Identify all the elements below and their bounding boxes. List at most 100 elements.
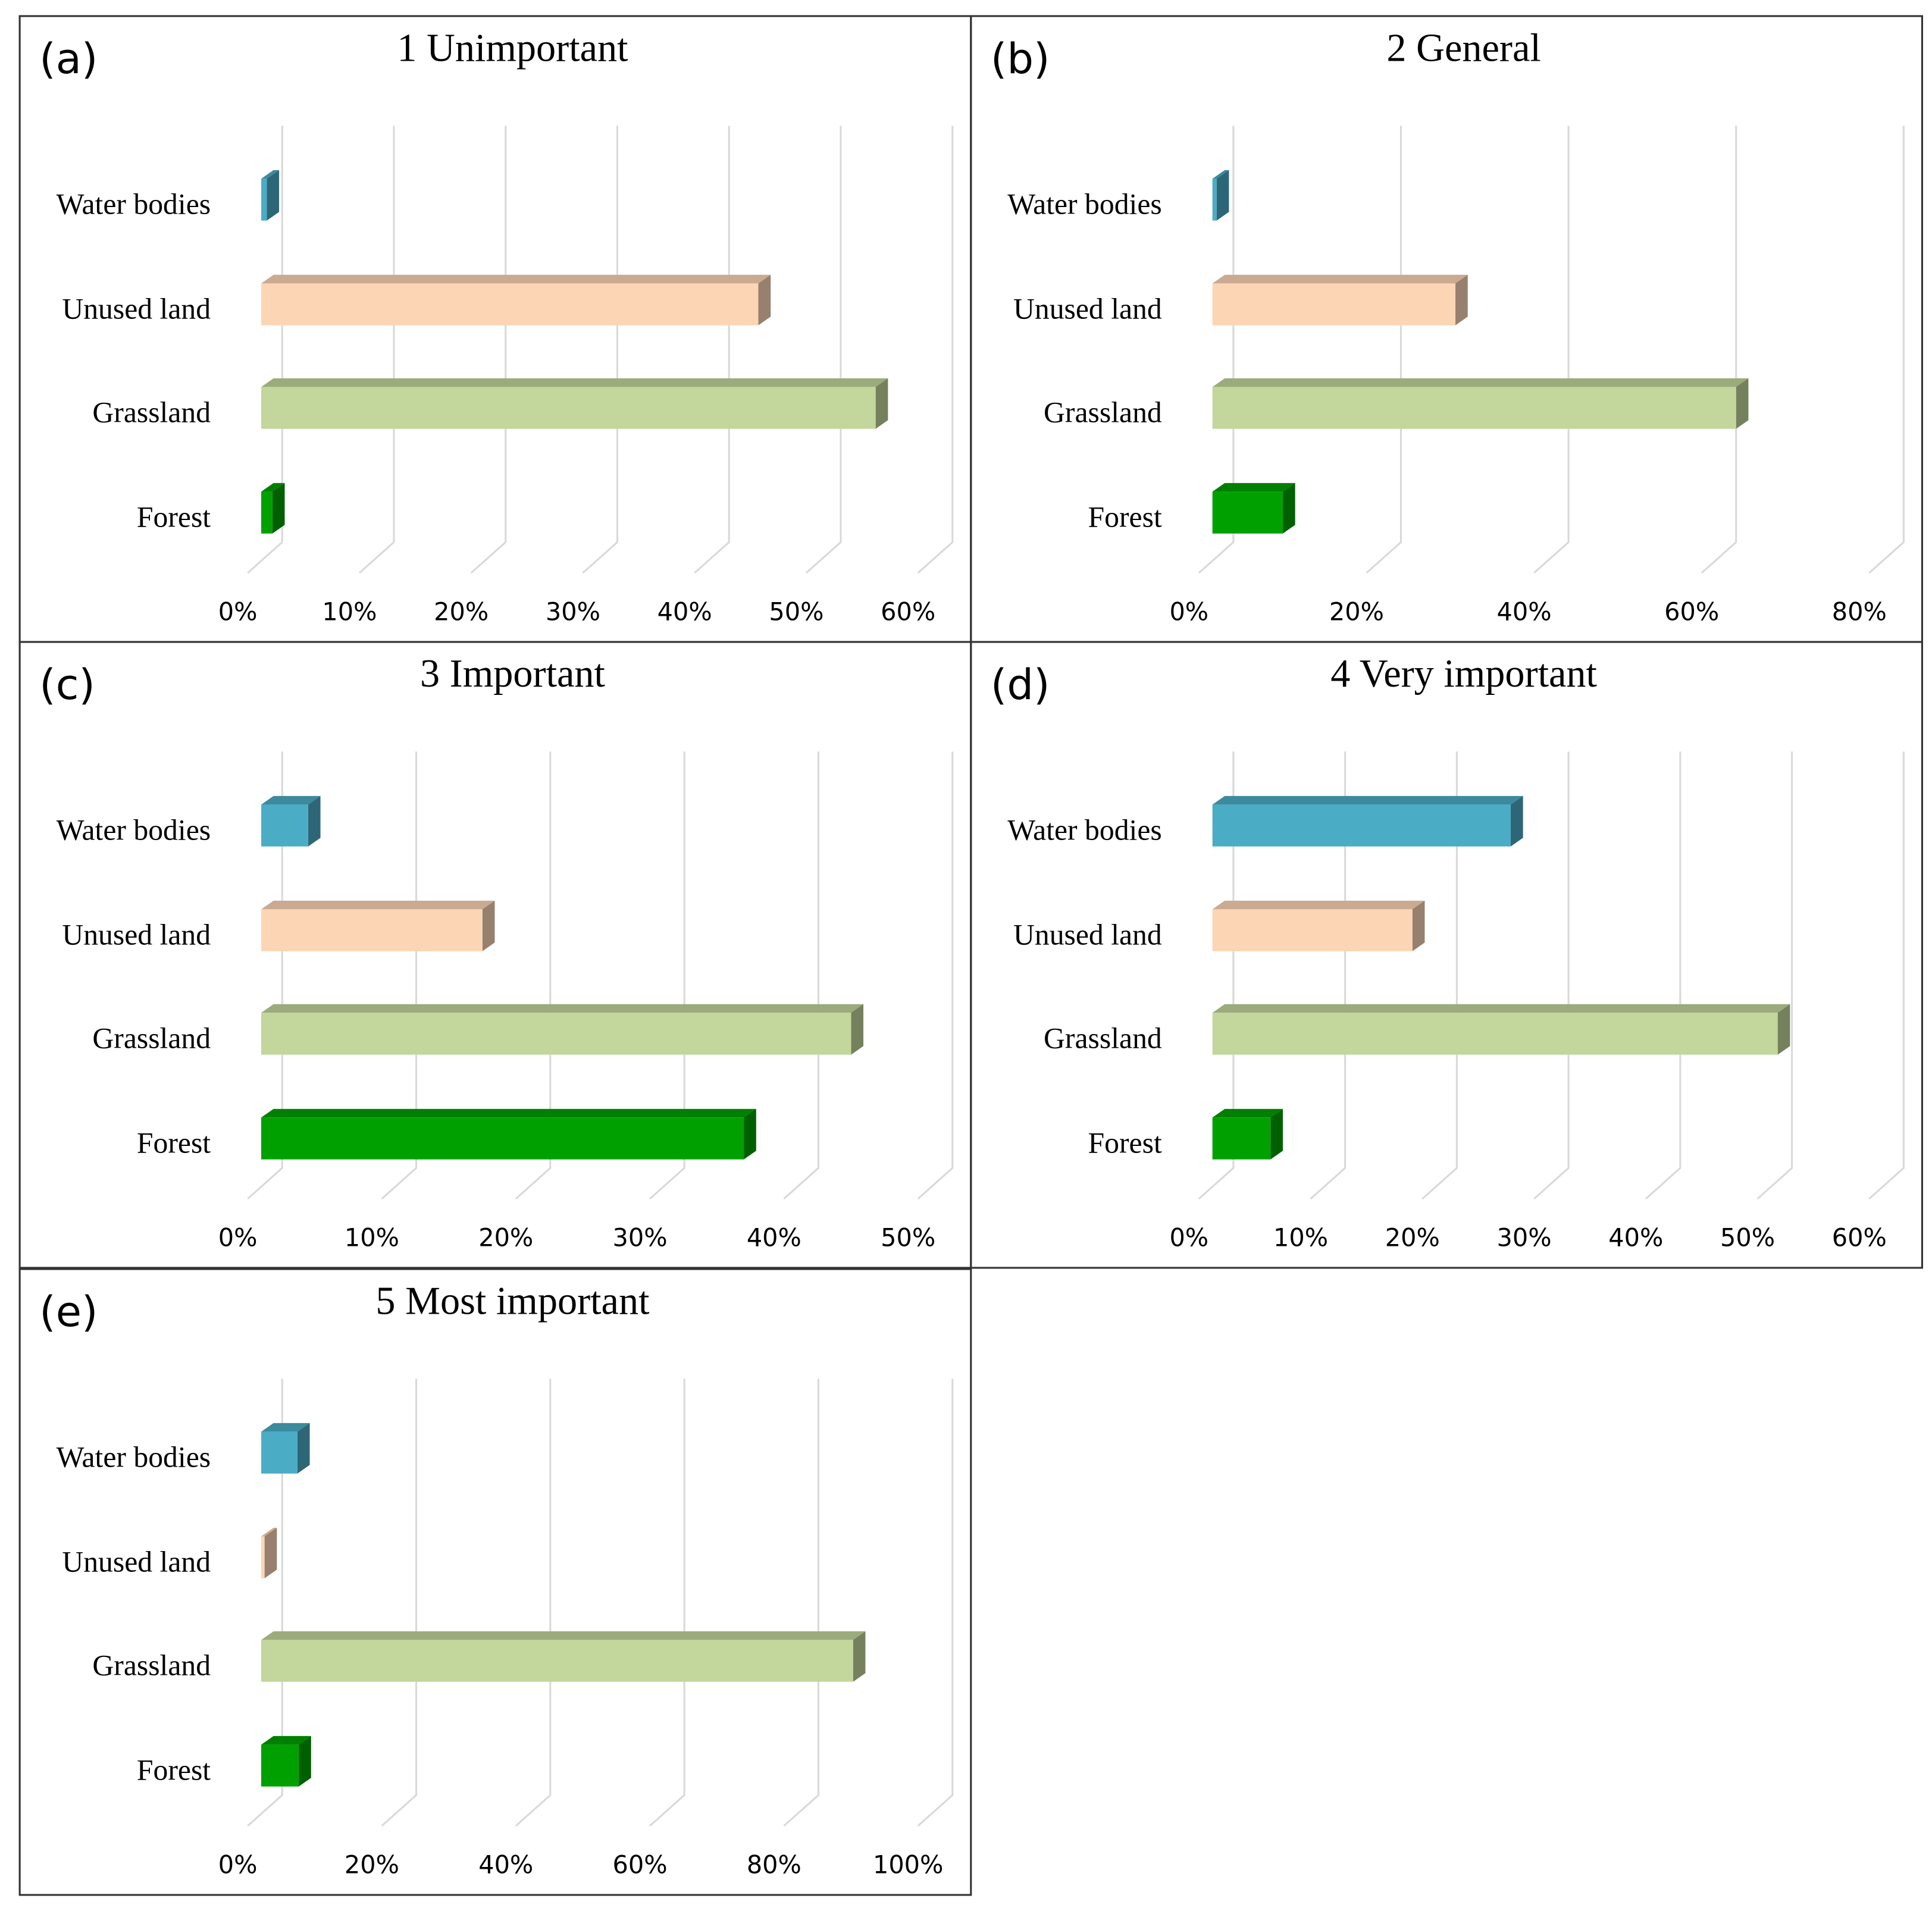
bar-top: [261, 900, 495, 910]
grid-line: [1198, 126, 1235, 574]
category-label: Water bodies: [57, 813, 211, 846]
bar: [261, 1117, 744, 1160]
bar-side: [1216, 170, 1229, 221]
bar: [261, 1536, 265, 1578]
grid-line: [470, 126, 507, 574]
x-tick-label: 10%: [345, 1223, 399, 1252]
grid-line: [694, 126, 730, 574]
x-tick-label: 0%: [218, 597, 258, 626]
bar: [1212, 1013, 1778, 1055]
chart-title: 5 Most important: [375, 1279, 650, 1323]
bar-top: [1212, 170, 1229, 179]
panel-label: (a): [39, 35, 98, 83]
grid-line: [1756, 751, 1793, 1200]
grid-line: [247, 1379, 283, 1827]
category-label: Grassland: [1044, 1022, 1162, 1054]
bar: [1212, 178, 1217, 221]
bar-side: [264, 1527, 277, 1578]
x-tick-label: 50%: [1720, 1223, 1775, 1252]
bar-side: [758, 274, 771, 325]
bar: [261, 1640, 853, 1682]
panel-label: (b): [991, 35, 1050, 83]
grid-line: [1868, 126, 1905, 574]
chart-panel: (e) 5 Most important 0% 20% 40% 60% 80% 100% Wat…: [18, 1268, 972, 1896]
bar-side: [875, 378, 888, 429]
bar-top: [261, 1423, 310, 1432]
panel-border: [18, 641, 972, 1269]
x-tick-label: 40%: [1608, 1223, 1663, 1252]
category-label: Water bodies: [57, 187, 211, 220]
chart-title: 4 Very important: [1330, 652, 1597, 696]
bar: [1212, 387, 1736, 429]
chart-title: 2 General: [1386, 26, 1540, 70]
category-label: Unused land: [62, 1545, 211, 1578]
bar: [261, 804, 308, 847]
grid-line: [1868, 751, 1905, 1200]
x-tick-label: 30%: [546, 597, 600, 626]
category-label: Water bodies: [1007, 187, 1162, 220]
bar: [261, 1431, 298, 1474]
panel-border: [970, 641, 1923, 1269]
bar-top: [1212, 795, 1523, 805]
category-label: Grassland: [92, 396, 211, 428]
chart-panel: (a) 1 Unimportant 0% 10% 20% 30% 40% 50% 60% Wate…: [18, 15, 972, 643]
bar-side: [1736, 378, 1749, 429]
bar: [261, 283, 759, 325]
chart-panel: (d) 4 Very important 0% 10% 20% 30% 40% 50% 60% W…: [970, 641, 1923, 1269]
bar: [261, 1013, 851, 1055]
grid-line: [381, 1379, 418, 1827]
panel-border: [970, 15, 1923, 643]
chart-panel: (c) 3 Important 0% 10% 20% 30% 40% 50% Water bod…: [18, 641, 972, 1269]
category-label: Forest: [137, 1126, 211, 1159]
bar: [1212, 491, 1283, 534]
grid-line: [381, 751, 418, 1200]
bar: [261, 491, 273, 534]
bar-side: [297, 1423, 310, 1474]
bar-top: [261, 1527, 277, 1537]
x-tick-label: 60%: [1832, 1223, 1887, 1252]
x-tick-label: 0%: [218, 1223, 258, 1252]
x-tick-label: 40%: [1497, 597, 1552, 626]
grid-line: [582, 126, 619, 574]
x-tick-label: 50%: [769, 597, 823, 626]
x-tick-label: 60%: [613, 1850, 668, 1879]
bar-top: [261, 795, 321, 805]
category-label: Forest: [137, 1753, 211, 1786]
bar-side: [482, 900, 495, 951]
panel-label: (e): [39, 1287, 98, 1336]
grid-line: [917, 1379, 954, 1827]
bar-top: [261, 1631, 866, 1640]
grid-line: [1198, 751, 1235, 1200]
bar: [261, 909, 483, 951]
grid-line: [783, 1379, 819, 1827]
grid-line: [649, 1379, 685, 1827]
x-tick-label: 20%: [345, 1850, 399, 1879]
bar-top: [1212, 274, 1468, 284]
category-label: Water bodies: [1007, 813, 1162, 846]
bar-side: [308, 795, 321, 847]
panel-border: [18, 15, 972, 643]
bar-side: [1282, 483, 1295, 534]
x-tick-label: 20%: [434, 597, 489, 626]
category-label: Unused land: [62, 292, 211, 325]
bar-top: [261, 1108, 756, 1118]
bar-side: [851, 1004, 864, 1055]
grid-line: [1533, 126, 1570, 574]
bar: [1212, 283, 1456, 325]
x-tick-label: 50%: [881, 1223, 935, 1252]
bar: [1212, 804, 1511, 847]
grid-line: [358, 126, 395, 574]
x-tick-label: 80%: [1832, 597, 1887, 626]
x-tick-label: 40%: [478, 1850, 533, 1879]
bar-side: [299, 1735, 311, 1787]
bar-side: [272, 483, 285, 534]
x-tick-label: 20%: [1329, 597, 1384, 626]
grid-line: [649, 751, 685, 1200]
x-tick-label: 30%: [613, 1223, 668, 1252]
category-label: Unused land: [1013, 918, 1162, 951]
bar-side: [1777, 1004, 1790, 1055]
grid-line: [247, 126, 283, 574]
x-tick-label: 20%: [1385, 1223, 1440, 1252]
bar-side: [1455, 274, 1468, 325]
